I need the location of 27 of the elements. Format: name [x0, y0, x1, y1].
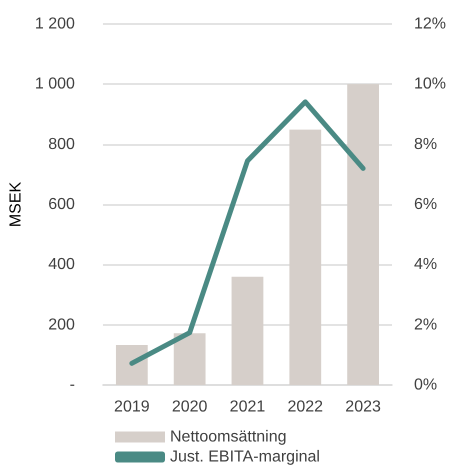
y2-tick-label: 12% [414, 16, 446, 32]
y2-tick-label: 0% [414, 376, 438, 394]
legend-label: Nettoomsättning [170, 428, 287, 446]
y-tick-label: 600 [48, 196, 76, 213]
y-tick-label: 400 [48, 256, 76, 274]
bar [289, 130, 322, 385]
y-tick-label: 1 000 [34, 76, 76, 93]
y2-tick-label: 8% [414, 136, 438, 153]
legend-label: Just. EBITA-marginal [170, 448, 320, 466]
y2-tick-label: 6% [414, 196, 438, 213]
y-tick-label: 1 200 [34, 16, 76, 32]
y2-tick-label: 10% [414, 76, 446, 93]
x-tick-label: 2020 [172, 398, 208, 416]
x-tick-label: 2022 [287, 398, 324, 416]
y2-tick-label: 4% [414, 256, 438, 274]
y-tick-label: 200 [48, 316, 76, 334]
y2-tick-label: 2% [414, 316, 438, 334]
bar [347, 84, 379, 385]
x-tick-label: 2021 [230, 398, 266, 416]
bar [232, 276, 264, 385]
x-tick-label: 2023 [345, 398, 381, 416]
y-axis-title: MSEK [8, 182, 24, 228]
bar [116, 344, 148, 385]
y-tick-label: - [70, 376, 75, 394]
x-tick-label: 2019 [114, 398, 150, 416]
bar [174, 333, 206, 385]
y-tick-label: 800 [48, 136, 76, 153]
